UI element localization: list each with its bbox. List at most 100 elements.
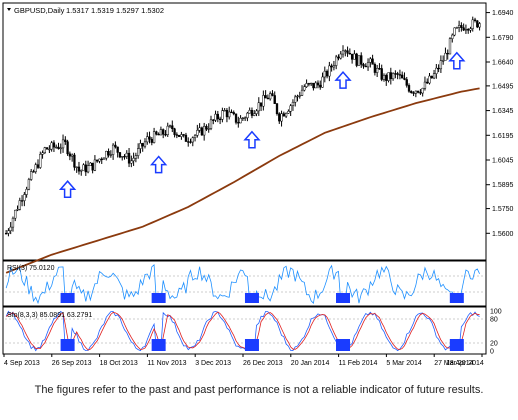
price-bar-body bbox=[155, 131, 158, 135]
moving-average-path bbox=[5, 87, 480, 274]
price-bar-body bbox=[137, 148, 140, 156]
time-axis: 4 Sep 2013 26 Sep 2013 18 Oct 2013 11 Nov 2… bbox=[3, 354, 484, 367]
time-tick-label: 11 Feb 2014 bbox=[339, 360, 378, 367]
price-bar-body bbox=[207, 128, 210, 130]
price-bar-body bbox=[323, 70, 326, 78]
price-bar-body bbox=[184, 134, 188, 142]
price-bar-body bbox=[469, 28, 472, 31]
stochastic-signal-box bbox=[60, 339, 75, 351]
time-tick-label: 3 Dec 2013 bbox=[195, 360, 231, 367]
price-bar-body bbox=[262, 95, 265, 107]
disclaimer-text: The figures refer to the past and past p… bbox=[34, 384, 484, 396]
price-bar-body bbox=[328, 65, 331, 77]
price-bar-body bbox=[212, 119, 215, 121]
stochastic-tick-label: 80 bbox=[490, 317, 498, 324]
price-bar-body bbox=[289, 105, 292, 112]
price-bar-body bbox=[403, 77, 406, 80]
price-bar-body bbox=[378, 68, 381, 70]
price-bar-body bbox=[266, 97, 270, 100]
price-bar-body bbox=[82, 164, 85, 171]
rsi-signal-box bbox=[244, 293, 259, 303]
price-bar-body bbox=[123, 156, 126, 158]
price-bar-body bbox=[396, 73, 399, 75]
price-bar-body bbox=[439, 60, 443, 70]
price-bar-body bbox=[36, 164, 40, 168]
price-bar-body bbox=[34, 164, 37, 172]
price-bar-body bbox=[305, 83, 308, 87]
price-bar-body bbox=[432, 73, 436, 79]
price-bar-body bbox=[462, 27, 465, 31]
price-bar-body bbox=[118, 152, 122, 158]
price-bar-body bbox=[241, 117, 245, 120]
price-bar-body bbox=[401, 74, 404, 79]
price-bar-body bbox=[414, 90, 418, 94]
price-bar-body bbox=[9, 226, 12, 231]
price-bar-body bbox=[91, 162, 94, 171]
price-bar-body bbox=[68, 153, 72, 157]
price-bar-body bbox=[45, 147, 49, 150]
price-tick-label: 1.6195 bbox=[492, 133, 514, 140]
price-bar-body bbox=[64, 139, 67, 142]
price-bar-body bbox=[159, 129, 163, 136]
price-bar-body bbox=[348, 53, 351, 55]
moving-average-line bbox=[5, 87, 480, 274]
chart-ohlc-values: 1.5317 1.5319 1.5297 1.5302 bbox=[66, 6, 164, 15]
time-tick-label: 27 Mar 2014 bbox=[434, 360, 473, 367]
price-bar-body bbox=[150, 138, 153, 143]
price-bar-body bbox=[143, 141, 147, 147]
price-bar-body bbox=[177, 134, 181, 137]
price-bar-body bbox=[250, 110, 254, 116]
price-bar-body bbox=[350, 53, 354, 60]
price-bar-body bbox=[467, 29, 470, 31]
symbol-marker-icon bbox=[7, 8, 11, 11]
price-bar-body bbox=[410, 91, 413, 94]
price-bar-body bbox=[307, 83, 311, 85]
price-bar-body bbox=[303, 86, 306, 91]
stochastic-signal-box bbox=[244, 339, 259, 351]
price-bar-body bbox=[437, 67, 440, 70]
price-bar-body bbox=[43, 147, 46, 154]
stochastic-panel bbox=[2, 306, 487, 355]
rsi-label: RSI(3) 75.0120 bbox=[7, 265, 55, 272]
price-bar-body bbox=[341, 50, 345, 55]
price-bar-body bbox=[48, 148, 51, 151]
price-bar-body bbox=[66, 141, 69, 155]
price-bar-body bbox=[360, 55, 363, 65]
price-bar-body bbox=[332, 65, 336, 68]
price-bar-body bbox=[107, 151, 110, 156]
price-bar-body bbox=[225, 109, 229, 118]
time-tick-label: 18 Oct 2013 bbox=[100, 360, 138, 367]
price-bar-body bbox=[175, 134, 179, 136]
stochastic-signal-box bbox=[336, 339, 351, 351]
price-bar-body bbox=[27, 179, 31, 190]
price-bar-body bbox=[257, 102, 260, 112]
price-bar-body bbox=[200, 127, 204, 136]
price-bar-body bbox=[464, 29, 468, 31]
price-bar-body bbox=[70, 154, 74, 157]
price-tick-label: 1.5750 bbox=[492, 206, 514, 213]
price-bar-body bbox=[259, 102, 263, 107]
price-tick-label: 1.6045 bbox=[492, 158, 514, 165]
price-bar-body bbox=[335, 56, 338, 66]
price-bar-body bbox=[255, 110, 258, 114]
price-bar-body bbox=[246, 112, 249, 119]
price-bar-body bbox=[284, 112, 288, 117]
price-bar-body bbox=[428, 75, 431, 84]
main-panel bbox=[2, 2, 487, 261]
price-bar-body bbox=[30, 171, 33, 180]
price-bar-body bbox=[50, 142, 53, 150]
price-tick-label: 1.6495 bbox=[492, 83, 514, 90]
price-bar-body bbox=[376, 68, 379, 73]
price-bar-body bbox=[442, 60, 445, 62]
price-bar-body bbox=[471, 19, 474, 29]
price-bar-body bbox=[243, 117, 247, 119]
price-bar-body bbox=[93, 159, 97, 171]
price-bar-body bbox=[264, 95, 267, 99]
price-tick-label: 1.6790 bbox=[492, 35, 514, 42]
price-bar-body bbox=[476, 20, 479, 28]
price-bars bbox=[4, 16, 481, 237]
price-bar-body bbox=[319, 84, 322, 88]
price-bar-body bbox=[41, 152, 44, 155]
price-bar-body bbox=[214, 113, 217, 121]
price-bar-body bbox=[371, 58, 374, 65]
